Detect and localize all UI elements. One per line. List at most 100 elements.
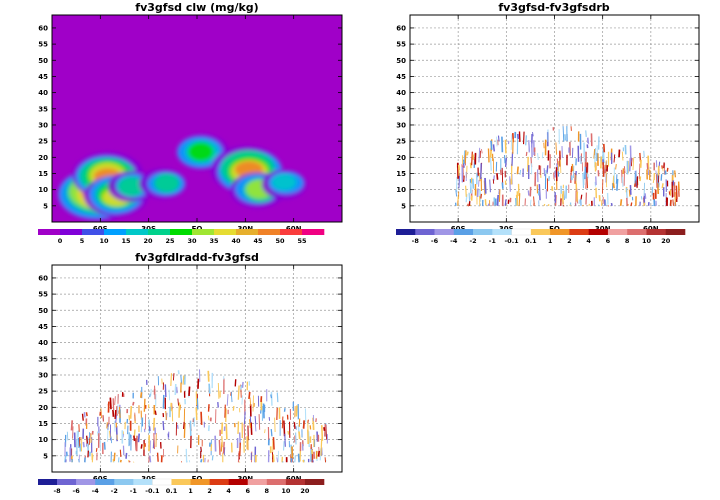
y-tick-label-45: 45 bbox=[38, 323, 48, 331]
diff-streak bbox=[248, 391, 251, 400]
diff-streak bbox=[661, 183, 664, 189]
y-tick-label-20: 20 bbox=[38, 154, 48, 162]
colorbar-label-8: 8 bbox=[265, 487, 270, 495]
diff-streak bbox=[188, 460, 191, 463]
diff-streak bbox=[588, 203, 590, 206]
colorbar-label--8: -8 bbox=[412, 237, 420, 245]
diff-streak bbox=[666, 167, 669, 172]
diff-streak bbox=[243, 411, 246, 425]
colorbar-swatch-10 bbox=[228, 479, 249, 485]
diff-streak bbox=[504, 157, 508, 167]
diff-streak bbox=[170, 373, 173, 387]
diff-streak bbox=[226, 394, 229, 406]
colorbar-label-4: 4 bbox=[586, 237, 591, 245]
colorbar-label--2: -2 bbox=[111, 487, 118, 495]
diff-streak bbox=[580, 194, 583, 200]
y-tick-label-45: 45 bbox=[38, 73, 48, 81]
colorbar-swatch-12 bbox=[266, 479, 287, 485]
diff-streak bbox=[504, 139, 507, 154]
diff-streak bbox=[78, 458, 80, 463]
y-tick-label-35: 35 bbox=[396, 105, 406, 113]
diff-streak bbox=[570, 166, 573, 173]
diff-streak bbox=[586, 176, 589, 189]
colorbar-swatch-14 bbox=[665, 229, 686, 235]
diff-streak bbox=[489, 179, 491, 193]
diff-streak bbox=[499, 169, 502, 176]
diff-streak bbox=[119, 459, 122, 463]
diff-streak bbox=[148, 455, 150, 463]
diff-streak bbox=[137, 433, 141, 443]
panel-diff-rb-colorbar: -8 -6 -4 -2 -1 -0.1 0.1 1 2 4 6 8 10 20 bbox=[396, 228, 686, 245]
diff-streak bbox=[307, 419, 309, 424]
y-tick-label-40: 40 bbox=[396, 89, 406, 97]
diff-streak bbox=[621, 151, 624, 161]
diff-streak bbox=[177, 370, 180, 375]
diff-streak bbox=[320, 439, 323, 456]
diff-streak bbox=[487, 148, 490, 163]
y-tick-label-45: 45 bbox=[396, 73, 406, 81]
diff-streak bbox=[516, 166, 519, 175]
diff-streak bbox=[479, 189, 482, 202]
diff-streak bbox=[519, 169, 522, 175]
diff-streak bbox=[294, 455, 296, 463]
diff-streak bbox=[114, 410, 117, 419]
y-tick-label-5: 5 bbox=[43, 202, 48, 210]
diff-streak bbox=[113, 452, 116, 462]
colorbar-swatch-6 bbox=[511, 228, 532, 236]
colorbar-swatch-7 bbox=[192, 229, 215, 235]
colorbar-label--8: -8 bbox=[53, 487, 61, 495]
diff-streak bbox=[148, 426, 151, 431]
colorbar-label-2: 2 bbox=[207, 487, 212, 495]
colorbar-swatch-0 bbox=[38, 229, 61, 235]
colorbar-swatch-8 bbox=[190, 479, 210, 485]
diff-streak bbox=[510, 178, 513, 185]
colorbar-swatch-13 bbox=[285, 479, 306, 485]
y-tick-label-35: 35 bbox=[38, 105, 48, 113]
colorbar-label--0.1: -0.1 bbox=[504, 237, 519, 245]
diff-streak bbox=[623, 166, 626, 174]
diff-streak bbox=[287, 430, 290, 435]
diff-streak bbox=[272, 454, 275, 462]
diff-streak bbox=[115, 414, 117, 424]
diff-streak bbox=[672, 199, 674, 206]
diff-streak bbox=[298, 431, 301, 440]
diff-streak bbox=[276, 457, 279, 463]
colorbar-label-4: 4 bbox=[226, 487, 231, 495]
diff-streak bbox=[600, 156, 603, 169]
diff-streak bbox=[222, 441, 225, 454]
diff-streak bbox=[602, 162, 605, 177]
panel-diff-rb-y-axis: 5 10 15 20 25 30 35 40 45 50 55 60 bbox=[396, 24, 699, 210]
diff-streak bbox=[140, 392, 143, 398]
y-tick-label-20: 20 bbox=[396, 154, 406, 162]
diff-streak bbox=[503, 155, 506, 164]
diff-streak bbox=[675, 185, 678, 200]
diff-streak bbox=[152, 417, 156, 431]
diff-streak bbox=[496, 194, 499, 206]
diff-streak bbox=[176, 424, 179, 429]
y-tick-label-10: 10 bbox=[38, 436, 48, 444]
colorbar-swatch-5 bbox=[148, 229, 171, 235]
diff-streak bbox=[200, 458, 203, 463]
diff-streak bbox=[85, 435, 89, 444]
diff-streak bbox=[143, 398, 146, 412]
y-tick-label-15: 15 bbox=[38, 420, 48, 428]
colorbar-swatch-1 bbox=[57, 479, 77, 485]
panel-diff-rb: fv3gfsd-fv3gfsdrb 5 10 15 20 25 30 35 40 45 50 55 6… bbox=[396, 1, 700, 245]
diff-streak bbox=[674, 170, 677, 178]
diff-streak bbox=[317, 450, 321, 457]
diff-streak bbox=[250, 422, 253, 435]
diff-streak bbox=[619, 199, 623, 206]
panel-diff-radd-background bbox=[52, 265, 342, 472]
diff-streak bbox=[582, 204, 584, 207]
diff-streak bbox=[221, 436, 223, 448]
diff-streak bbox=[532, 131, 534, 137]
diff-streak bbox=[468, 201, 471, 206]
colorbar-swatch-7 bbox=[530, 229, 551, 235]
diff-streak bbox=[496, 173, 499, 180]
diff-streak bbox=[270, 428, 273, 437]
colorbar-swatch-14 bbox=[304, 479, 325, 485]
panel-diff-radd-field bbox=[64, 369, 328, 463]
y-tick-label-15: 15 bbox=[38, 170, 48, 178]
diff-streak bbox=[615, 174, 618, 184]
y-tick-label-55: 55 bbox=[396, 41, 406, 49]
